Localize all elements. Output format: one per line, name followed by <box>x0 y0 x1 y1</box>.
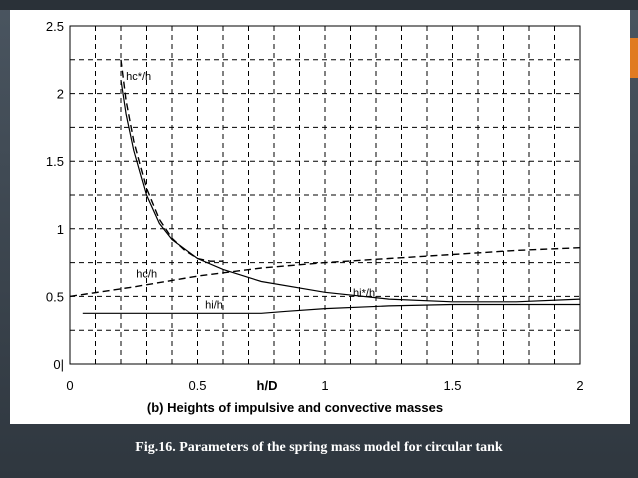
curve-label: hi*/h <box>353 287 375 299</box>
series-line <box>69 247 581 298</box>
x-axis-label: h/D <box>257 378 278 393</box>
curve-labels: hc*/h hc/h hi*/h hi/h <box>126 71 375 311</box>
y-tick-label: 1 <box>57 222 64 237</box>
curve-label: hi/h <box>205 300 223 312</box>
chart-grid <box>70 26 580 364</box>
series-line <box>120 80 581 303</box>
tick-labels: 0 0.5 1 1.5 2 0| 0.5 1 1.5 2 2.5 <box>46 19 584 393</box>
x-tick-label: 1 <box>321 378 328 393</box>
y-tick-label: 0| <box>53 357 64 372</box>
series-line <box>82 303 580 314</box>
slide-accent-bar <box>630 38 638 78</box>
y-tick-label: 2.5 <box>46 19 64 34</box>
y-tick-label: 1.5 <box>46 154 64 169</box>
curve-label: hc/h <box>136 268 157 280</box>
x-tick-label: 0.5 <box>188 378 206 393</box>
x-tick-label: 2 <box>576 378 583 393</box>
figure-caption: Fig.16. Parameters of the spring mass mo… <box>135 440 503 455</box>
slide-top-bar <box>0 0 638 10</box>
y-tick-label: 2 <box>57 87 64 102</box>
x-tick-label: 0 <box>66 378 73 393</box>
x-tick-label: 1.5 <box>443 378 461 393</box>
chart-subtitle: (b) Heights of impulsive and convective … <box>147 400 443 415</box>
curve-label: hc*/h <box>126 71 151 83</box>
chart: 0 0.5 1 1.5 2 0| 0.5 1 1.5 2 2.5 hc*/h hc/h hi*/h hi/… <box>46 19 584 415</box>
plot-frame <box>69 25 581 365</box>
series-lines <box>69 59 581 314</box>
figure-panel <box>10 10 630 424</box>
y-tick-label: 0.5 <box>46 289 64 304</box>
series-line <box>120 59 223 262</box>
